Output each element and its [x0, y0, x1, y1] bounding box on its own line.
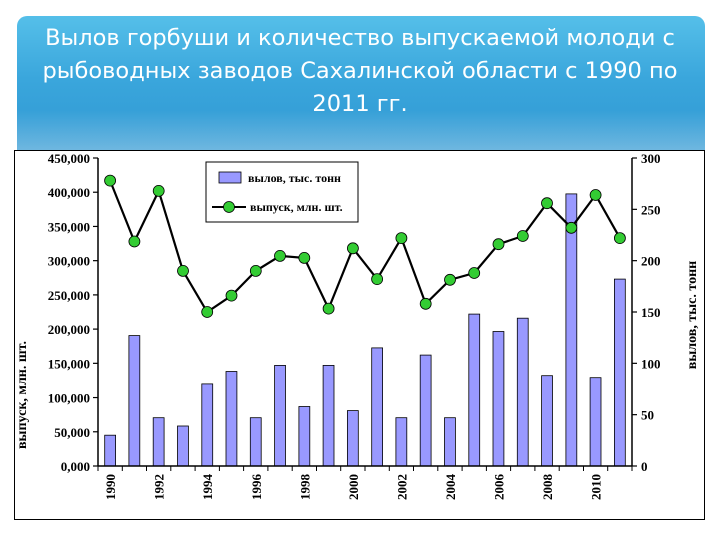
point-2001: [371, 273, 384, 286]
point-1993: [177, 265, 189, 277]
y-axis-right-label: вылов, тыс. тонн: [685, 261, 700, 369]
chart: 0,000 50,000 100,000 150,000 200,000 250,000 3…: [14, 150, 705, 520]
y-left-tick-label: 0,000: [61, 459, 90, 474]
y-right-tick-label: 0: [641, 459, 648, 474]
y-left-tick-label: 50,000: [54, 425, 90, 440]
point-1992: [152, 185, 165, 197]
point-1991: [128, 235, 141, 248]
point-2004: [444, 273, 456, 286]
legend-label-release: выпуск, млн. шт.: [250, 200, 343, 214]
y-right-tick-label: 250: [641, 202, 661, 217]
legend-label-catch: вылов, тыс. тонн: [248, 171, 341, 185]
x-tick-label: 2008: [540, 474, 555, 501]
y-left-tick-label: 300,000: [48, 254, 90, 269]
line-series: [104, 174, 626, 318]
y-right-tick-label: 150: [641, 305, 661, 320]
x-tick-label: 1992: [152, 474, 167, 500]
y-left-tick-label: 450,000: [48, 151, 90, 166]
x-tick-label: 2002: [394, 474, 409, 500]
point-2002: [395, 232, 408, 244]
axes: 0,000 50,000 100,000 150,000 200,000 250,000 3…: [48, 151, 661, 500]
point-1998: [298, 252, 311, 264]
y-right-tick-label: 100: [641, 356, 661, 371]
point-2007: [516, 230, 529, 242]
bar-1999: [322, 364, 335, 467]
bar-1997: [274, 364, 286, 467]
bar-2003: [419, 354, 432, 467]
y-left-tick-label: 250,000: [48, 288, 90, 303]
legend: вылов, тыс. тонн выпуск, млн. шт.: [205, 161, 359, 223]
y-right-tick-label: 200: [641, 254, 661, 269]
bar-1996: [249, 417, 262, 467]
point-1999: [322, 302, 335, 315]
y-left-tick-label: 100,000: [48, 391, 90, 406]
point-1994: [201, 306, 214, 318]
y-left-tick-label: 150,000: [48, 356, 90, 371]
bar-2005: [468, 313, 481, 467]
x-tick-label: 1996: [249, 474, 264, 501]
point-1995: [225, 289, 238, 302]
bar-2010: [589, 377, 602, 467]
x-tick-label: 2004: [443, 474, 458, 501]
bar-1998: [298, 406, 311, 467]
bar-2000: [346, 410, 359, 467]
y-left-tick-label: 350,000: [48, 219, 90, 234]
point-1990: [104, 174, 116, 187]
x-tick-label: 2006: [492, 474, 507, 501]
point-2008: [541, 197, 553, 210]
y-left-tick-label: 200,000: [48, 322, 90, 337]
y-axis-left-label: выпуск, млн. шт.: [15, 341, 30, 449]
legend-bar-swatch: [218, 171, 242, 184]
banner-glow: [17, 110, 705, 156]
bar-2004: [444, 417, 456, 467]
bar-2011: [614, 278, 626, 467]
point-1997: [274, 250, 286, 262]
bar-1995: [225, 371, 238, 467]
y-left-tick-label: 400,000: [48, 185, 90, 200]
bar-2007: [516, 317, 529, 467]
x-tick-label: 1998: [297, 474, 312, 501]
point-2006: [492, 238, 505, 251]
bar-1990: [104, 434, 116, 467]
legend-marker-swatch: [223, 201, 235, 213]
x-tick-label: 2000: [346, 474, 361, 500]
point-2000: [346, 242, 359, 255]
title-banner: [17, 16, 705, 156]
point-2011: [614, 232, 626, 244]
bar-1993: [177, 425, 189, 467]
bar-1994: [201, 383, 214, 467]
slide-title: Вылов горбуши и количество выпускаемой м…: [42, 25, 678, 117]
bar-2006: [492, 331, 505, 467]
point-2005: [468, 267, 481, 279]
bar-2002: [395, 417, 408, 467]
bar-1992: [152, 417, 165, 467]
x-tick-label: 1990: [103, 474, 118, 500]
chart-frame: 0,000 50,000 100,000 150,000 200,000 250,000 3…: [14, 150, 705, 520]
bar-1991: [128, 335, 141, 467]
point-2003: [419, 297, 432, 310]
y-right-tick-label: 50: [641, 408, 654, 423]
point-2010: [589, 189, 602, 201]
bar-2008: [541, 375, 553, 467]
x-tick-label: 2010: [589, 474, 604, 500]
bar-2001: [371, 347, 384, 467]
release-line: [109, 180, 621, 314]
point-1996: [249, 265, 262, 277]
point-2009: [565, 221, 578, 234]
y-right-tick-label: 300: [641, 151, 661, 166]
x-tick-label: 1994: [200, 474, 215, 501]
bar-2009: [565, 193, 578, 467]
